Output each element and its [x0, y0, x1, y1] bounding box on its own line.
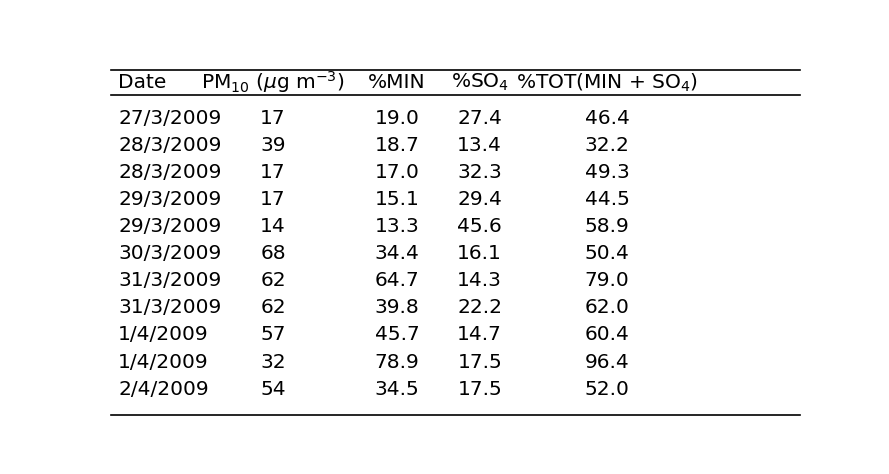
- Text: 31/3/2009: 31/3/2009: [118, 272, 221, 291]
- Text: 17: 17: [260, 164, 286, 182]
- Text: Date: Date: [118, 73, 166, 92]
- Text: %MIN: %MIN: [368, 73, 426, 92]
- Text: 57: 57: [260, 326, 285, 345]
- Text: 62: 62: [260, 272, 286, 291]
- Text: 68: 68: [260, 245, 286, 264]
- Text: 31/3/2009: 31/3/2009: [118, 299, 221, 318]
- Text: 79.0: 79.0: [585, 272, 629, 291]
- Text: 60.4: 60.4: [585, 326, 629, 345]
- Text: 45.6: 45.6: [457, 218, 502, 237]
- Text: 1/4/2009: 1/4/2009: [118, 326, 209, 345]
- Text: 27.4: 27.4: [457, 109, 502, 128]
- Text: 39: 39: [260, 137, 285, 155]
- Text: 28/3/2009: 28/3/2009: [118, 164, 221, 182]
- Text: 19.0: 19.0: [374, 109, 420, 128]
- Text: 17: 17: [260, 191, 286, 210]
- Text: 45.7: 45.7: [374, 326, 420, 345]
- Text: 22.2: 22.2: [457, 299, 502, 318]
- Text: 29.4: 29.4: [457, 191, 502, 210]
- Text: 16.1: 16.1: [457, 245, 502, 264]
- Text: 29/3/2009: 29/3/2009: [118, 191, 221, 210]
- Text: 18.7: 18.7: [374, 137, 420, 155]
- Text: 30/3/2009: 30/3/2009: [118, 245, 221, 264]
- Text: 2/4/2009: 2/4/2009: [118, 380, 209, 399]
- Text: 34.4: 34.4: [374, 245, 420, 264]
- Text: %TOT(MIN + SO$_4$): %TOT(MIN + SO$_4$): [517, 71, 698, 93]
- Text: 32.3: 32.3: [457, 164, 502, 182]
- Text: 46.4: 46.4: [585, 109, 629, 128]
- Text: 34.5: 34.5: [374, 380, 420, 399]
- Text: 50.4: 50.4: [585, 245, 629, 264]
- Text: 29/3/2009: 29/3/2009: [118, 218, 221, 237]
- Text: 54: 54: [260, 380, 286, 399]
- Text: 49.3: 49.3: [585, 164, 629, 182]
- Text: 64.7: 64.7: [374, 272, 420, 291]
- Text: 28/3/2009: 28/3/2009: [118, 137, 221, 155]
- Text: 14: 14: [260, 218, 286, 237]
- Text: 17.0: 17.0: [374, 164, 420, 182]
- Text: 14.3: 14.3: [457, 272, 502, 291]
- Text: 52.0: 52.0: [585, 380, 629, 399]
- Text: 17.5: 17.5: [457, 353, 502, 372]
- Text: 96.4: 96.4: [585, 353, 629, 372]
- Text: 13.4: 13.4: [457, 137, 502, 155]
- Text: 27/3/2009: 27/3/2009: [118, 109, 221, 128]
- Text: 17: 17: [260, 109, 286, 128]
- Text: %SO$_4$: %SO$_4$: [451, 72, 509, 93]
- Text: PM$_{10}$ ($\mu$g m$^{-3}$): PM$_{10}$ ($\mu$g m$^{-3}$): [201, 70, 345, 95]
- Text: 1/4/2009: 1/4/2009: [118, 353, 209, 372]
- Text: 32: 32: [260, 353, 286, 372]
- Text: 15.1: 15.1: [374, 191, 420, 210]
- Text: 14.7: 14.7: [457, 326, 502, 345]
- Text: 39.8: 39.8: [374, 299, 420, 318]
- Text: 58.9: 58.9: [585, 218, 629, 237]
- Text: 17.5: 17.5: [457, 380, 502, 399]
- Text: 62: 62: [260, 299, 286, 318]
- Text: 32.2: 32.2: [585, 137, 629, 155]
- Text: 44.5: 44.5: [585, 191, 629, 210]
- Text: 62.0: 62.0: [585, 299, 629, 318]
- Text: 78.9: 78.9: [374, 353, 420, 372]
- Text: 13.3: 13.3: [374, 218, 420, 237]
